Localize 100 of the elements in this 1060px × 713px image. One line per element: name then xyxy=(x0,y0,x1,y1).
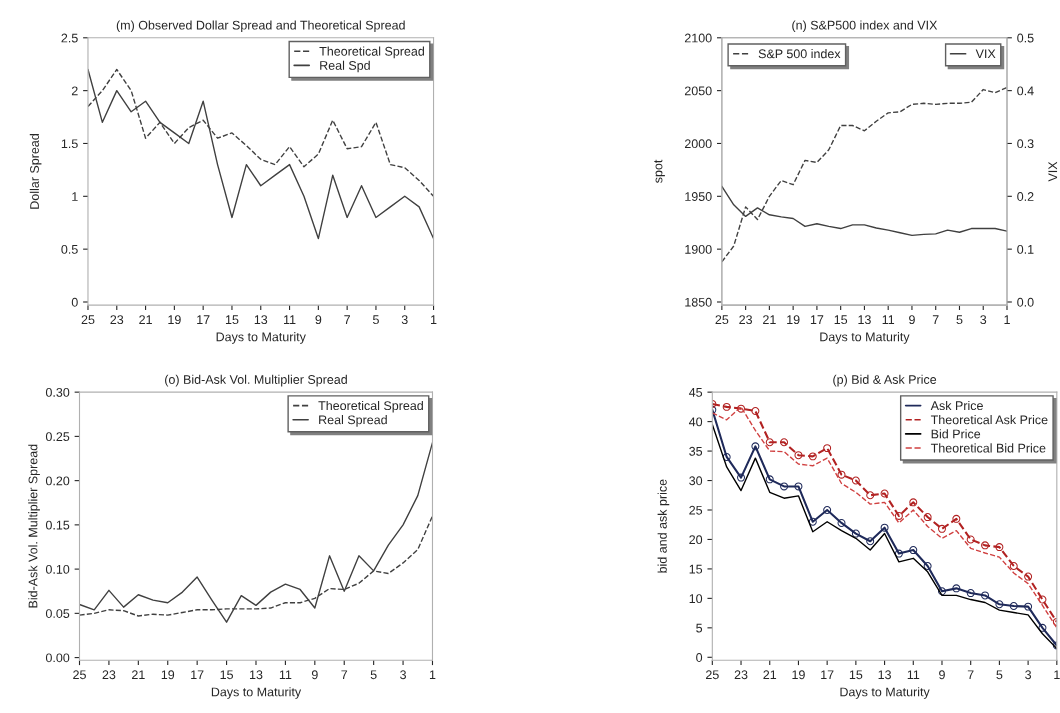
y-tick-label: 45 xyxy=(688,388,703,397)
y-tick-label: 1 xyxy=(72,192,78,201)
y-tick-label: 0.25 xyxy=(45,432,70,442)
y-tick-label: 2.5 xyxy=(61,33,78,43)
y-axis-title: Bid-Ask Vol. Multiplier Spread xyxy=(28,444,40,608)
y2-tick-label: 0.2 xyxy=(1017,192,1034,201)
point xyxy=(866,537,875,546)
y-axis-title: spot xyxy=(654,159,665,183)
legend-label: Ask Price xyxy=(930,400,983,411)
x-tick-label: 11 xyxy=(279,670,292,680)
point xyxy=(1009,561,1018,570)
y-tick-label: 2050 xyxy=(684,86,712,96)
point xyxy=(737,473,746,482)
point xyxy=(780,438,789,447)
y-tick-label: 0.30 xyxy=(45,387,70,397)
x-tick-label: 3 xyxy=(400,670,406,680)
x-tick-label: 9 xyxy=(939,670,945,680)
point xyxy=(851,529,860,538)
line-series xyxy=(721,86,1007,263)
x-tick-label: 23 xyxy=(102,670,116,680)
x-tick-label: 19 xyxy=(787,315,800,325)
point xyxy=(923,513,932,522)
y-tick-label: 20 xyxy=(689,535,703,545)
point xyxy=(866,491,875,500)
y-tick-label: 0.15 xyxy=(45,520,70,530)
point xyxy=(880,523,889,532)
x-tick-label: 1 xyxy=(1054,670,1060,680)
y-tick-label: 1900 xyxy=(685,244,712,254)
y-tick-label: 0.5 xyxy=(61,244,78,254)
x-tick-label: 25 xyxy=(706,670,719,680)
y-tick-label: 30 xyxy=(689,476,703,486)
x-tick-label: 19 xyxy=(792,670,805,680)
y-tick-label: 0.10 xyxy=(45,564,70,574)
legend-label: S&P 500 index xyxy=(758,49,841,59)
y-tick-label: 1850 xyxy=(685,297,712,307)
y2-axis-title: VIX xyxy=(1048,161,1058,182)
y2-tick-label: 0.1 xyxy=(1017,244,1034,254)
x-tick-label: 21 xyxy=(763,315,776,324)
y-tick-label: 0 xyxy=(71,297,78,307)
x-tick-label: 7 xyxy=(967,670,974,680)
point xyxy=(1038,623,1047,632)
x-tick-label: 7 xyxy=(341,670,348,680)
point xyxy=(909,498,918,507)
point xyxy=(851,476,860,485)
point xyxy=(880,489,889,498)
x-tick-label: 17 xyxy=(810,315,824,324)
x-tick-label: 5 xyxy=(370,670,377,680)
y-tick-label: 0.05 xyxy=(45,609,70,618)
legend-label: Theoretical Ask Price xyxy=(930,415,1048,425)
x-tick-label: 13 xyxy=(878,670,891,680)
x-tick-label: 5 xyxy=(996,670,1003,680)
legend-label: Theoretical Spread xyxy=(319,46,424,59)
point xyxy=(952,514,961,523)
y-tick-label: 2000 xyxy=(684,139,712,149)
x-tick-label: 23 xyxy=(739,315,753,325)
point xyxy=(837,470,846,479)
x-tick-label: 5 xyxy=(372,315,379,325)
x-tick-label: 15 xyxy=(834,315,848,325)
point xyxy=(823,506,832,514)
y2-tick-label: 0.5 xyxy=(1017,33,1034,43)
x-axis-title: Days to Maturity xyxy=(216,332,306,344)
y-tick-label: 0.20 xyxy=(45,476,70,486)
point xyxy=(823,444,832,453)
x-tick-label: 11 xyxy=(284,315,296,324)
point xyxy=(952,584,961,593)
x-tick-label: 23 xyxy=(110,315,124,325)
chart-title: (m) Observed Dollar Spread and Theoretical Spread xyxy=(116,20,405,33)
point xyxy=(837,518,846,527)
x-tick-label: 3 xyxy=(401,315,408,325)
chart-title: (n) S&P500 index and VIX xyxy=(792,20,938,33)
y-tick-label: 40 xyxy=(688,417,703,427)
x-tick-label: 23 xyxy=(734,670,748,680)
x-tick-label: 11 xyxy=(907,670,920,680)
x-tick-label: 1 xyxy=(429,670,436,680)
x-tick-label: 15 xyxy=(220,670,233,680)
y2-tick-label: 0.0 xyxy=(1017,297,1034,307)
legend-label: Theoretical Bid Price xyxy=(930,443,1046,453)
point xyxy=(1009,602,1018,611)
point xyxy=(1038,595,1047,604)
y-tick-label: 35 xyxy=(689,446,703,456)
x-tick-label: 17 xyxy=(191,670,204,680)
x-tick-label: 7 xyxy=(932,315,939,324)
point xyxy=(923,561,932,570)
x-tick-label: 21 xyxy=(132,670,145,680)
y-tick-label: 0 xyxy=(696,653,703,662)
y-tick-label: 2 xyxy=(71,86,78,96)
x-tick-label: 5 xyxy=(956,315,963,325)
x-tick-label: 25 xyxy=(715,315,729,325)
point xyxy=(808,517,817,526)
x-tick-label: 11 xyxy=(882,315,895,324)
point xyxy=(794,482,803,491)
legend-label: VIX xyxy=(975,49,996,59)
y-tick-label: 2100 xyxy=(684,33,712,43)
point xyxy=(966,535,975,544)
x-tick-label: 17 xyxy=(197,315,210,324)
line-series xyxy=(79,441,433,623)
y2-tick-label: 0.4 xyxy=(1017,86,1034,96)
legend-label: Real Spread xyxy=(319,415,387,427)
y-axis-title: Dollar Spread xyxy=(29,134,42,209)
legend-label: Bid Price xyxy=(931,429,981,439)
